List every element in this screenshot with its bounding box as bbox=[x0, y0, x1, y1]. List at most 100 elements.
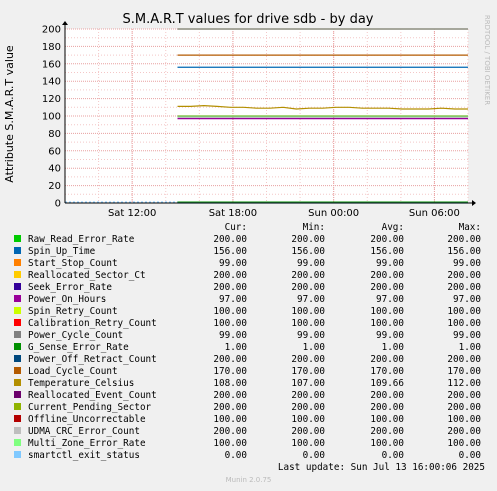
legend-avg-value: 100.00 bbox=[370, 438, 404, 449]
legend-series-name: Start_Stop_Count bbox=[28, 258, 118, 269]
legend-row: Power_On_Hours 97.00 97.00 97.00 97.00 bbox=[12, 294, 481, 306]
legend-max-value: 112.00 bbox=[447, 378, 481, 389]
legend-max-value: 200.00 bbox=[447, 270, 481, 281]
x-axis-arrow bbox=[472, 200, 476, 206]
legend-swatch bbox=[14, 343, 21, 350]
chart-title: S.M.A.R.T values for drive sdb - by day bbox=[123, 12, 374, 27]
legend-row: Load_Cycle_Count 170.00 170.00 170.00 170.00 bbox=[12, 366, 481, 378]
legend-min-value: 0.00 bbox=[302, 450, 325, 461]
legend-row: Raw_Read_Error_Rate 200.00 200.00 200.00 200… bbox=[12, 234, 481, 246]
legend-row: Offline_Uncorrectable 100.00 100.00 100.00 1… bbox=[12, 414, 481, 426]
y-tick-label: 160 bbox=[42, 59, 61, 70]
legend-row: Temperature_Celsius 108.00 107.00 109.66 112… bbox=[12, 378, 481, 390]
legend-min-value: 100.00 bbox=[291, 306, 325, 317]
legend-min-value: 200.00 bbox=[291, 402, 325, 413]
legend-series-name: Reallocated_Sector_Ct bbox=[28, 270, 146, 281]
x-tick-label: Sat 12:00 bbox=[108, 208, 156, 219]
legend-swatch bbox=[14, 271, 21, 278]
legend-row: Seek_Error_Rate 200.00 200.00 200.00 200.00 bbox=[12, 282, 481, 294]
legend-max-value: 200.00 bbox=[447, 234, 481, 245]
legend-row: Power_Off_Retract_Count 200.00 200.00 200.0… bbox=[12, 354, 481, 366]
legend-min-value: 100.00 bbox=[291, 438, 325, 449]
legend-row: Spin_Up_Time 156.00 156.00 156.00 156.00 bbox=[12, 246, 481, 258]
y-axis-arrow bbox=[62, 21, 68, 25]
legend-row: smartctl_exit_status 0.00 0.00 0.00 0.00 bbox=[12, 450, 481, 462]
header-avg: Avg: bbox=[381, 222, 404, 233]
legend-avg-value: 99.00 bbox=[376, 258, 404, 269]
legend-swatch bbox=[14, 427, 21, 434]
legend-avg-value: 200.00 bbox=[370, 354, 404, 365]
legend-avg-value: 97.00 bbox=[376, 294, 404, 305]
legend-max-value: 200.00 bbox=[447, 402, 481, 413]
legend-series-name: Spin_Retry_Count bbox=[28, 306, 118, 317]
legend-swatch bbox=[14, 259, 21, 266]
legend-min-value: 170.00 bbox=[291, 366, 325, 377]
legend-cur-value: 200.00 bbox=[213, 402, 247, 413]
x-tick-label: Sat 18:00 bbox=[209, 208, 257, 219]
legend-header-row: Cur: Min: Avg: Max: bbox=[12, 222, 481, 234]
legend-max-value: 200.00 bbox=[447, 282, 481, 293]
legend-swatch bbox=[14, 403, 21, 410]
series-line-Temperature_Celsius bbox=[177, 104, 468, 110]
legend-swatch bbox=[14, 439, 21, 446]
legend-series-name: Spin_Up_Time bbox=[28, 246, 96, 257]
legend-swatch bbox=[14, 331, 21, 338]
legend-row: G_Sense_Error_Rate 1.00 1.00 1.00 1.00 bbox=[12, 342, 481, 354]
y-tick-label: 20 bbox=[48, 181, 61, 192]
legend-avg-value: 200.00 bbox=[370, 426, 404, 437]
legend-min-value: 200.00 bbox=[291, 270, 325, 281]
legend-cur-value: 100.00 bbox=[213, 306, 247, 317]
legend-row: Power_Cycle_Count 99.00 99.00 99.00 99.00 bbox=[12, 330, 481, 342]
legend-cur-value: 100.00 bbox=[213, 414, 247, 425]
legend-cur-value: 200.00 bbox=[213, 390, 247, 401]
legend-series-name: smartctl_exit_status bbox=[28, 450, 140, 461]
legend-avg-value: 99.00 bbox=[376, 330, 404, 341]
legend-min-value: 200.00 bbox=[291, 234, 325, 245]
legend-avg-value: 200.00 bbox=[370, 234, 404, 245]
legend-series-name: Temperature_Celsius bbox=[28, 378, 135, 389]
legend-avg-value: 200.00 bbox=[370, 270, 404, 281]
header-cur: Cur: bbox=[224, 222, 247, 233]
legend-row: Calibration_Retry_Count 100.00 100.00 100.0… bbox=[12, 318, 481, 330]
legend-row: UDMA_CRC_Error_Count 200.00 200.00 200.00 20… bbox=[12, 426, 481, 438]
legend-series-name: UDMA_CRC_Error_Count bbox=[28, 426, 140, 437]
legend-cur-value: 97.00 bbox=[219, 294, 247, 305]
y-tick-label: 0 bbox=[55, 199, 61, 210]
legend-cur-value: 99.00 bbox=[219, 330, 247, 341]
legend-series-name: Multi_Zone_Error_Rate bbox=[28, 438, 146, 449]
legend-min-value: 97.00 bbox=[297, 294, 325, 305]
legend-cur-value: 200.00 bbox=[213, 282, 247, 293]
legend-avg-value: 0.00 bbox=[381, 450, 404, 461]
legend-max-value: 1.00 bbox=[458, 342, 481, 353]
legend-series-name: Current_Pending_Sector bbox=[28, 402, 152, 413]
legend-max-value: 156.00 bbox=[447, 246, 481, 257]
legend-swatch bbox=[14, 451, 21, 458]
y-tick-label: 60 bbox=[48, 146, 61, 157]
legend-series-name: G_Sense_Error_Rate bbox=[28, 342, 129, 353]
legend-min-value: 200.00 bbox=[291, 354, 325, 365]
legend-max-value: 170.00 bbox=[447, 366, 481, 377]
legend-avg-value: 100.00 bbox=[370, 414, 404, 425]
legend-min-value: 99.00 bbox=[297, 330, 325, 341]
legend-series-name: Calibration_Retry_Count bbox=[28, 318, 157, 329]
legend-avg-value: 170.00 bbox=[370, 366, 404, 377]
legend-avg-value: 100.00 bbox=[370, 318, 404, 329]
legend-max-value: 100.00 bbox=[447, 438, 481, 449]
legend-swatch bbox=[14, 415, 21, 422]
legend-table: Cur: Min: Avg: Max: Raw_Read_Error_Rate 2… bbox=[12, 222, 481, 462]
legend-series-name: Seek_Error_Rate bbox=[28, 282, 112, 293]
legend-avg-value: 1.00 bbox=[381, 342, 404, 353]
legend-avg-value: 200.00 bbox=[370, 282, 404, 293]
legend-swatch bbox=[14, 319, 21, 326]
legend-cur-value: 156.00 bbox=[213, 246, 247, 257]
y-tick-label: 80 bbox=[48, 129, 61, 140]
legend-max-value: 100.00 bbox=[447, 306, 481, 317]
legend-cur-value: 170.00 bbox=[213, 366, 247, 377]
legend-avg-value: 109.66 bbox=[370, 378, 404, 389]
x-tick-label: Sun 06:00 bbox=[409, 208, 460, 219]
axes: 0 20 40 60 80 100 120 140 160 180 200 Sat 12:00 Sat … bbox=[42, 21, 476, 219]
legend-avg-value: 200.00 bbox=[370, 402, 404, 413]
legend-avg-value: 156.00 bbox=[370, 246, 404, 257]
legend-series-name: Raw_Read_Error_Rate bbox=[28, 234, 135, 245]
x-tick-label: Sun 00:00 bbox=[308, 208, 359, 219]
